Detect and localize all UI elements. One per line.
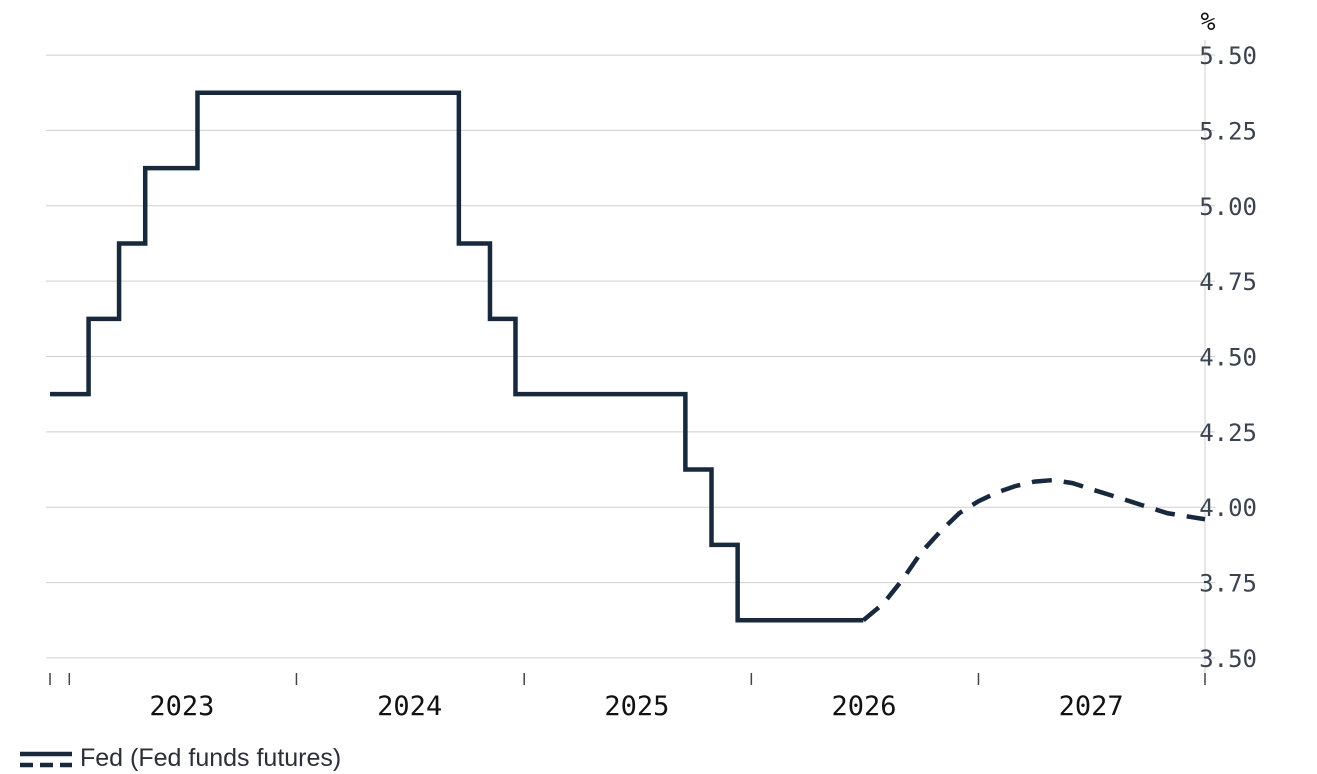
futures-line <box>861 477 1206 622</box>
x-tick-label: 2027 <box>1059 691 1124 722</box>
legend-label: Fed (Fed funds futures) <box>80 744 342 772</box>
series-lines <box>50 90 1206 623</box>
y-axis-unit-label: % <box>1200 7 1215 36</box>
y-tick-label: 4.00 <box>1199 494 1257 522</box>
grid-lines <box>46 54 1215 659</box>
chart-legend: Fed (Fed funds futures) <box>18 744 341 773</box>
y-tick-label: 4.25 <box>1199 419 1257 447</box>
y-tick-label: 4.50 <box>1199 344 1257 372</box>
legend-swatch-icon <box>20 751 72 767</box>
y-tick-label: 3.75 <box>1199 570 1257 598</box>
y-tick-label: 3.50 <box>1199 645 1257 673</box>
y-tick-label: 5.00 <box>1199 193 1257 221</box>
y-tick-label: 5.50 <box>1199 42 1257 70</box>
x-tick-label: 2026 <box>831 691 896 722</box>
y-tick-label: 5.25 <box>1199 117 1257 145</box>
fed-rate-line <box>50 90 864 623</box>
x-tick-label: 2024 <box>377 691 442 722</box>
x-tick-label: 2023 <box>149 691 214 722</box>
axes <box>49 40 1206 685</box>
x-tick-label: 2025 <box>604 691 669 722</box>
y-tick-label: 4.75 <box>1199 268 1257 296</box>
tick-labels: 3.50 3.75 4.00 4.25 4.50 4.75 5.00 5.25 5.50 2023… <box>149 42 1257 722</box>
